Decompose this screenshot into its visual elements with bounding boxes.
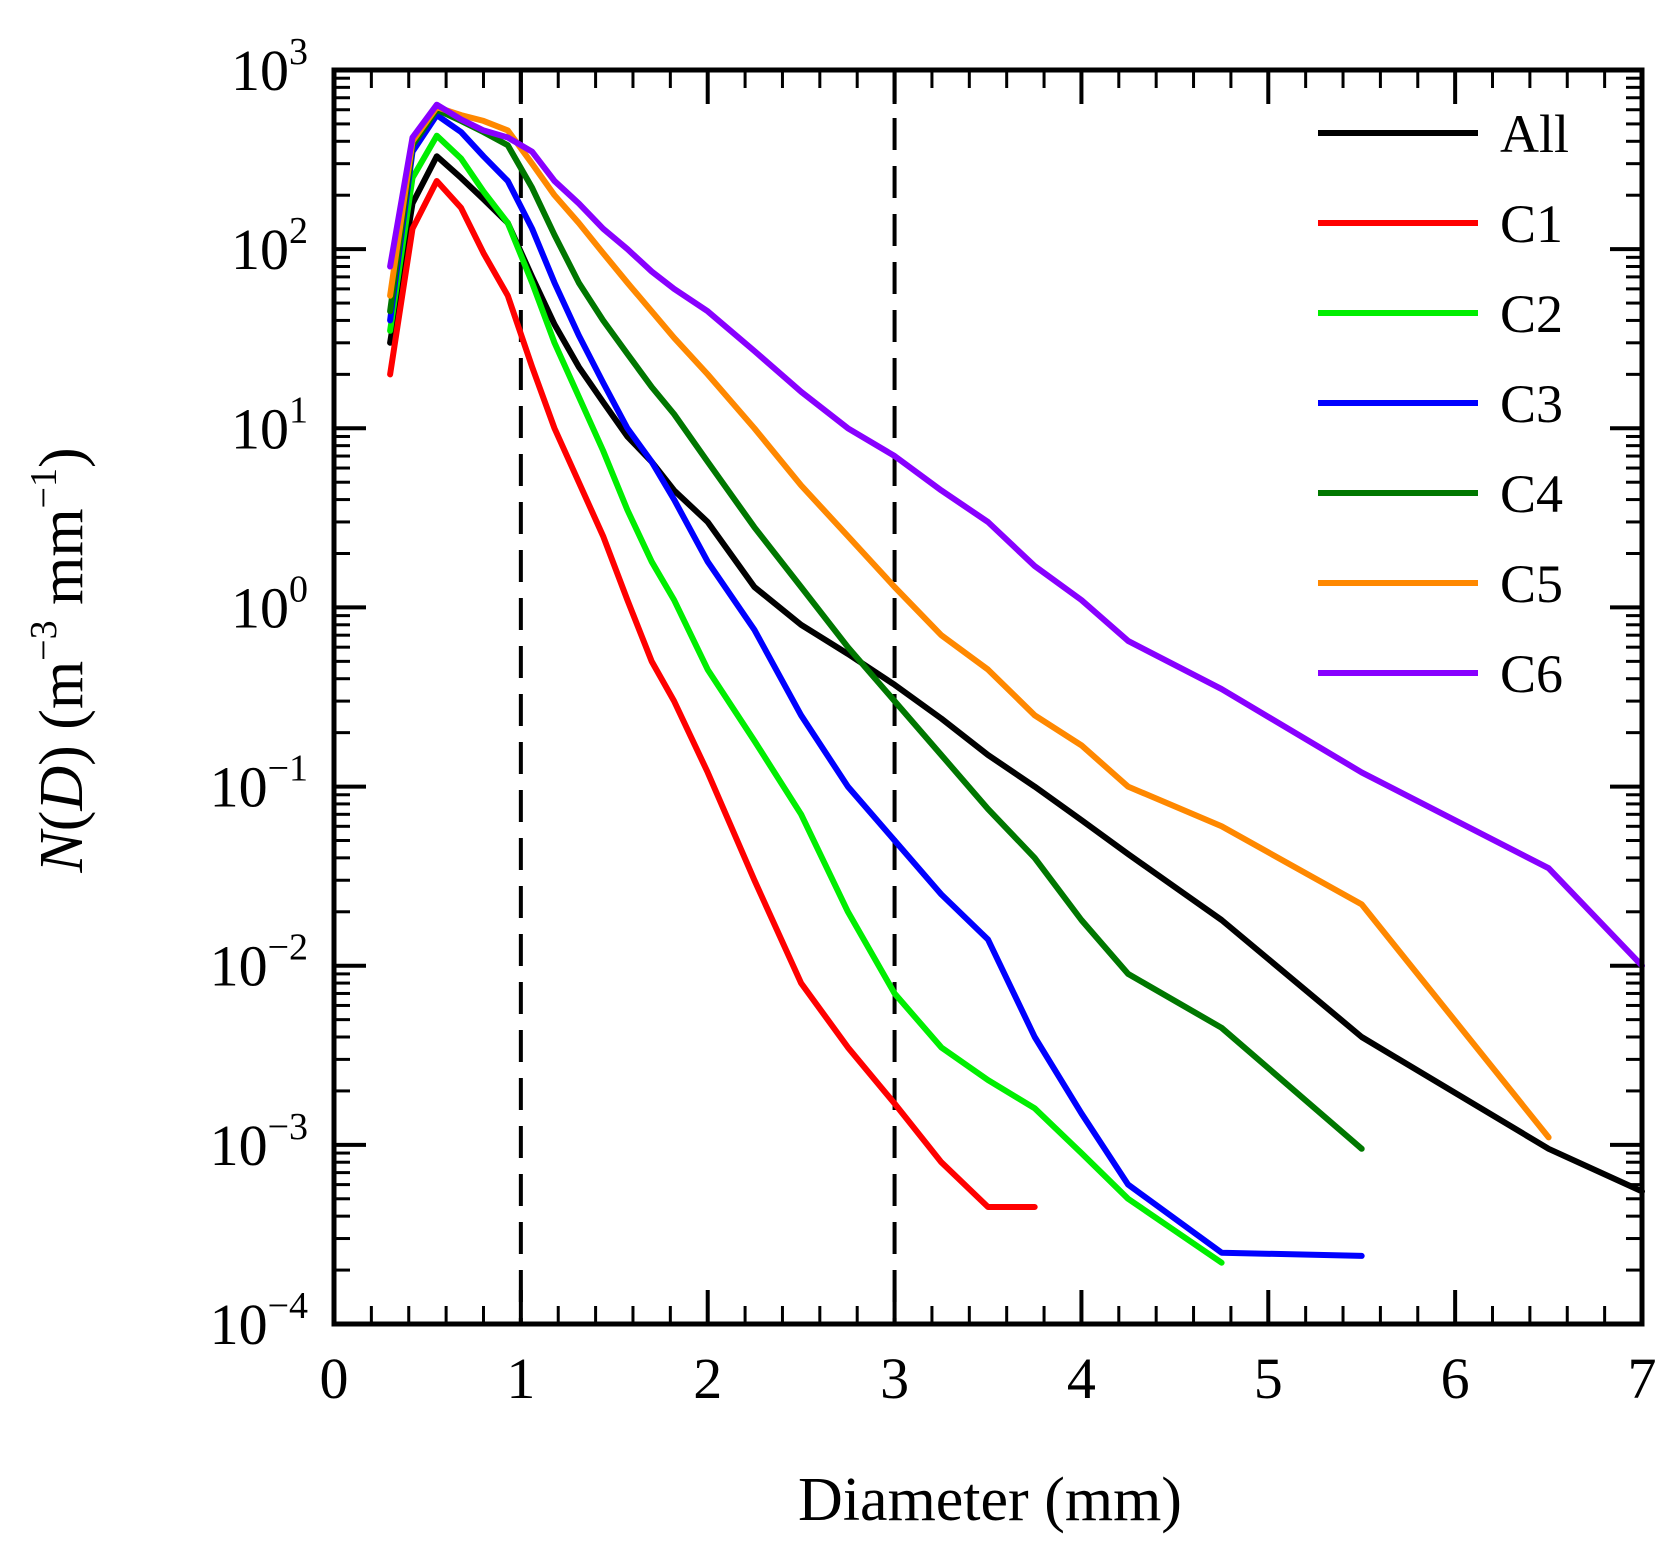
y-axis-title-exp1: −3	[23, 620, 65, 660]
series-line-c1	[387, 178, 1038, 1210]
y-tick-label-base: 10	[210, 755, 268, 820]
y-tick-label: 10−1	[210, 748, 308, 820]
x-axis-title: Diameter (mm)	[798, 1466, 1182, 1534]
y-tick-label-base: 10	[210, 934, 268, 999]
y-tick-label-exp: −4	[268, 1285, 308, 1327]
x-tick-label: 7	[1628, 1346, 1657, 1411]
y-tick-label-base: 10	[231, 38, 289, 103]
legend-label-c3: C3	[1500, 374, 1563, 434]
y-axis-title-open: (	[28, 811, 96, 832]
y-tick-label: 100	[231, 568, 308, 640]
y-axis-title-mid: mm	[28, 508, 96, 620]
plot-frame	[331, 67, 1645, 1327]
series-line-c5	[387, 104, 1552, 1141]
y-tick-label-exp: −1	[268, 748, 308, 790]
y-axis-title-close: )	[28, 745, 96, 766]
y-tick-label-base: 10	[231, 396, 289, 461]
y-axis-title: N(D) (m−3 mm−1)	[23, 447, 96, 873]
series-lines	[387, 101, 1645, 1266]
y-tick-label: 10−4	[210, 1285, 308, 1357]
x-tick-label: 5	[1254, 1346, 1283, 1411]
series-line-c3	[387, 112, 1365, 1259]
y-axis-title-n: N	[28, 828, 96, 874]
legend-label-c4: C4	[1500, 464, 1563, 524]
series-line-all	[387, 153, 1645, 1195]
legend-label-c6: C6	[1500, 644, 1563, 704]
y-tick-label-exp: −2	[268, 927, 308, 969]
legend-label-all: All	[1500, 104, 1569, 164]
series-line-c6	[387, 101, 1645, 969]
y-tick-label-exp: 2	[289, 210, 308, 252]
y-tick-label: 103	[231, 31, 308, 103]
y-tick-label-base: 10	[210, 1113, 268, 1178]
legend-label-c5: C5	[1500, 554, 1563, 614]
x-tick-labels: 0 1 2 3 4 5 6 7	[320, 1346, 1657, 1411]
y-tick-label-base: 10	[231, 217, 289, 282]
x-tick-label: 2	[693, 1346, 722, 1411]
y-tick-label: 101	[231, 389, 308, 461]
y-tick-label: 10−2	[210, 927, 308, 999]
legend-label-c1: C1	[1500, 194, 1563, 254]
y-tick-label-exp: 1	[289, 389, 308, 431]
y-tick-label-base: 10	[231, 575, 289, 640]
y-axis-title-d: D	[28, 766, 96, 812]
y-tick-label-exp: 3	[289, 31, 308, 73]
y-tick-label-exp: −3	[268, 1106, 308, 1148]
legend-label-c2: C2	[1500, 284, 1563, 344]
legend: All C1 C2 C3 C4 C5 C6	[1318, 104, 1569, 704]
x-tick-label: 4	[1067, 1346, 1096, 1411]
y-tick-label: 10−3	[210, 1106, 308, 1178]
y-axis-title-units-open: (m	[28, 661, 96, 745]
x-tick-label: 3	[880, 1346, 909, 1411]
y-tick-label-exp: 0	[289, 568, 308, 610]
y-axis-title-exp2: −1	[23, 468, 65, 508]
x-tick-label: 6	[1441, 1346, 1470, 1411]
y-axis-title-units-close: )	[28, 447, 96, 468]
x-tick-label: 0	[320, 1346, 349, 1411]
series-line-c2	[387, 132, 1225, 1266]
y-tick-label: 102	[231, 210, 308, 282]
y-tick-label-base: 10	[210, 1292, 268, 1357]
x-tick-label: 1	[506, 1346, 535, 1411]
